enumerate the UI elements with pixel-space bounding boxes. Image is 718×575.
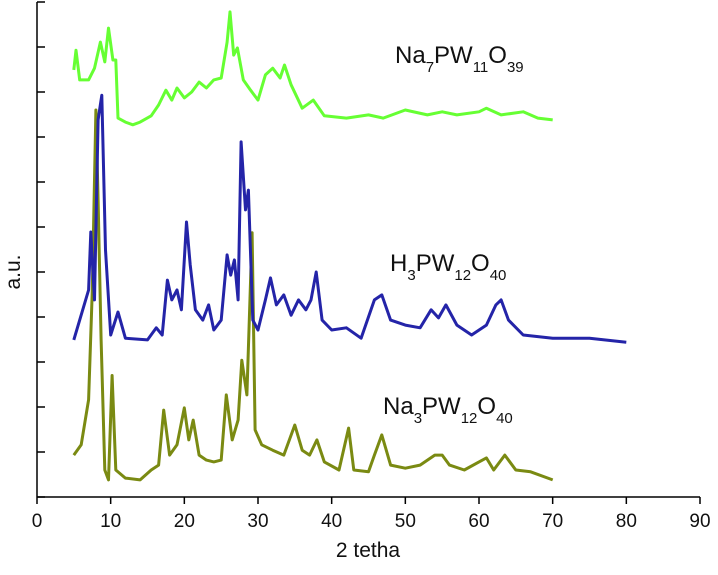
- data-line: [72, 93, 627, 344]
- x-axis-label: 2 tetha: [336, 539, 401, 562]
- x-tick-label: 80: [616, 511, 637, 532]
- y-axis-label: a.u.: [2, 254, 25, 289]
- series-label: H3PW12O40: [390, 250, 506, 284]
- series-label: Na7PW11O39: [395, 42, 524, 76]
- data-line: [72, 10, 553, 127]
- x-tick-label: 30: [247, 511, 268, 532]
- x-tick-label: 0: [32, 511, 43, 532]
- x-tick-label: 70: [542, 511, 563, 532]
- x-tick-label: 20: [174, 511, 195, 532]
- x-tick-label: 40: [321, 511, 342, 532]
- x-tick-label: 10: [100, 511, 121, 532]
- data-line: [72, 108, 554, 482]
- series-label: Na3PW12O40: [383, 393, 513, 427]
- x-tick-label: 90: [689, 511, 710, 532]
- x-tick-label: 50: [395, 511, 416, 532]
- x-tick-label: 60: [468, 511, 489, 532]
